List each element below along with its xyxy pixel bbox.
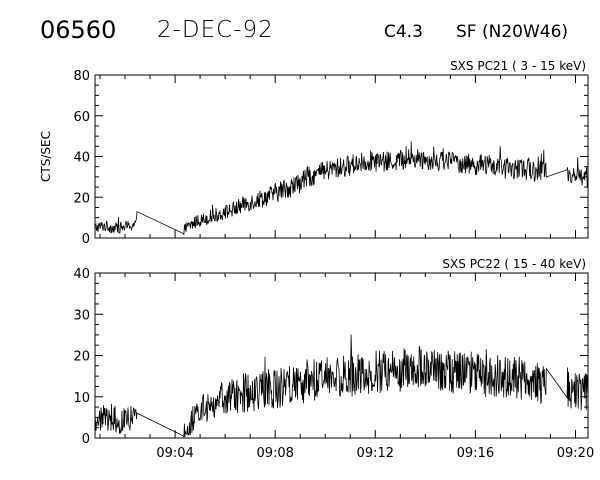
x-tick-label: 09:08 [256, 446, 293, 461]
event-date: 2-DEC-92 [157, 17, 274, 43]
y-tick-label: 0 [82, 232, 90, 247]
flare-class: C4.3 [384, 22, 423, 42]
x-tick-label: 09:16 [457, 446, 494, 461]
plot-frame [94, 272, 589, 439]
panel-title: SXS PC22 ( 15 - 40 keV) [442, 257, 586, 271]
plot-frame [94, 74, 589, 239]
y-tick-label: 40 [73, 267, 90, 282]
x-tick-label: 09:20 [557, 446, 594, 461]
lightcurve-series [94, 334, 589, 439]
panel-pc22: SXS PC22 ( 15 - 40 keV) 0 10 20 30 40 09:04 09:… [73, 257, 594, 461]
panel-pc21: SXS PC21 ( 3 - 15 keV) CTS/SEC 0 20 40 60 80 [39, 59, 589, 247]
y-tick-label: 30 [73, 308, 90, 323]
y-tick-label: 60 [73, 110, 90, 125]
y-axis-label: CTS/SEC [39, 131, 53, 182]
x-tick-label: 09:04 [156, 446, 193, 461]
y-tick-label: 20 [73, 350, 90, 365]
y-tick-label: 0 [82, 432, 90, 447]
panel-title: SXS PC21 ( 3 - 15 keV) [450, 59, 586, 73]
flare-location: SF (N20W46) [456, 22, 569, 42]
plot-header: 06560 2-DEC-92 C4.3 SF (N20W46) [0, 14, 600, 54]
x-tick-label: 09:12 [357, 446, 394, 461]
event-id: 06560 [40, 16, 117, 44]
lightcurve-series [94, 141, 589, 235]
y-tick-label: 10 [73, 391, 90, 406]
y-tick-label: 40 [73, 151, 90, 166]
y-tick-label: 80 [73, 69, 90, 84]
y-tick-label: 20 [73, 191, 90, 206]
